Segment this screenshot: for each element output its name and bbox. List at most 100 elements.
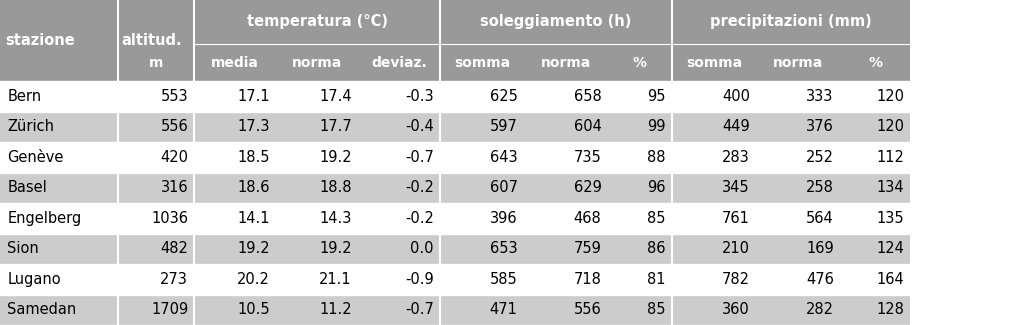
Bar (0, 173, 910, 203)
Text: 17.7: 17.7 (319, 120, 352, 135)
Text: somma: somma (454, 56, 509, 70)
Text: Lugano: Lugano (7, 272, 60, 287)
Text: %: % (633, 56, 647, 70)
Text: 658: 658 (574, 89, 602, 104)
Text: temperatura (°C): temperatura (°C) (247, 14, 388, 30)
Text: 19.2: 19.2 (237, 241, 270, 256)
Text: -0.2: -0.2 (405, 211, 434, 226)
Text: 360: 360 (722, 302, 750, 317)
Text: Samedan: Samedan (7, 302, 77, 317)
Text: norma: norma (540, 56, 591, 70)
Text: 135: 135 (877, 211, 904, 226)
Text: 629: 629 (574, 180, 602, 195)
Text: 625: 625 (490, 89, 518, 104)
Text: 471: 471 (490, 302, 518, 317)
Text: norma: norma (772, 56, 824, 70)
Bar (0, 234, 910, 264)
Text: 556: 556 (161, 120, 188, 135)
Text: 210: 210 (722, 241, 750, 256)
Text: Bern: Bern (7, 89, 41, 104)
Text: 10.5: 10.5 (237, 302, 270, 317)
Text: media: media (212, 56, 259, 70)
Text: 718: 718 (574, 272, 602, 287)
Text: Engelberg: Engelberg (7, 211, 82, 226)
Text: Basel: Basel (7, 180, 47, 195)
Text: 761: 761 (722, 211, 750, 226)
Text: Genève: Genève (7, 150, 63, 165)
Text: 85: 85 (648, 211, 666, 226)
Text: 653: 653 (490, 241, 518, 256)
Text: 282: 282 (806, 302, 834, 317)
Text: 597: 597 (490, 120, 518, 135)
Text: 19.2: 19.2 (319, 241, 352, 256)
Bar (0, 142, 910, 173)
Text: 86: 86 (648, 241, 666, 256)
Text: 20.2: 20.2 (237, 272, 270, 287)
Text: -0.7: -0.7 (405, 150, 434, 165)
Text: m: m (148, 56, 164, 70)
Text: 17.1: 17.1 (237, 89, 270, 104)
Text: somma: somma (686, 56, 742, 70)
Text: 759: 759 (574, 241, 602, 256)
Text: 735: 735 (574, 150, 602, 165)
Text: 345: 345 (722, 180, 750, 195)
Text: 283: 283 (722, 150, 750, 165)
Text: 482: 482 (161, 241, 188, 256)
Text: 0.0: 0.0 (410, 241, 434, 256)
Text: 468: 468 (574, 211, 602, 226)
Text: soleggiamento (h): soleggiamento (h) (481, 14, 631, 30)
Bar (0, 112, 910, 142)
Bar (0, 203, 910, 234)
Text: norma: norma (292, 56, 343, 70)
Text: 21.1: 21.1 (319, 272, 352, 287)
Text: 11.2: 11.2 (319, 302, 352, 317)
Bar (0, 44, 910, 81)
Text: 18.5: 18.5 (237, 150, 270, 165)
Text: 400: 400 (722, 89, 750, 104)
Bar (0, 264, 910, 294)
Text: 164: 164 (877, 272, 904, 287)
Text: 14.3: 14.3 (319, 211, 352, 226)
Text: 420: 420 (161, 150, 188, 165)
Text: 643: 643 (490, 150, 518, 165)
Text: 376: 376 (806, 120, 834, 135)
Text: 124: 124 (877, 241, 904, 256)
Text: 81: 81 (648, 272, 666, 287)
Bar (0, 294, 910, 325)
Text: -0.7: -0.7 (405, 302, 434, 317)
Bar (0, 0, 910, 44)
Text: 476: 476 (806, 272, 834, 287)
Text: 553: 553 (161, 89, 188, 104)
Text: 273: 273 (161, 272, 188, 287)
Text: 585: 585 (490, 272, 518, 287)
Text: precipitazioni (mm): precipitazioni (mm) (710, 14, 873, 30)
Text: 120: 120 (877, 89, 904, 104)
Text: 1036: 1036 (151, 211, 188, 226)
Text: altitud.: altitud. (122, 33, 182, 48)
Text: 169: 169 (806, 241, 834, 256)
Text: -0.4: -0.4 (405, 120, 434, 135)
Text: 14.1: 14.1 (237, 211, 270, 226)
Text: deviaz.: deviaz. (371, 56, 427, 70)
Text: 396: 396 (490, 211, 518, 226)
Text: 564: 564 (806, 211, 834, 226)
Text: 85: 85 (648, 302, 666, 317)
Text: 252: 252 (806, 150, 834, 165)
Text: 782: 782 (722, 272, 750, 287)
Text: 258: 258 (806, 180, 834, 195)
Text: -0.3: -0.3 (405, 89, 434, 104)
Text: 99: 99 (648, 120, 666, 135)
Text: 128: 128 (877, 302, 904, 317)
Text: stazione: stazione (5, 33, 75, 48)
Text: 18.6: 18.6 (237, 180, 270, 195)
Text: 17.4: 17.4 (319, 89, 352, 104)
Text: Zürich: Zürich (7, 120, 54, 135)
Text: 17.3: 17.3 (237, 120, 270, 135)
Text: 95: 95 (648, 89, 666, 104)
Text: 112: 112 (877, 150, 904, 165)
Text: 88: 88 (648, 150, 666, 165)
Text: 19.2: 19.2 (319, 150, 352, 165)
Text: %: % (869, 56, 882, 70)
Text: -0.9: -0.9 (405, 272, 434, 287)
Text: -0.2: -0.2 (405, 180, 434, 195)
